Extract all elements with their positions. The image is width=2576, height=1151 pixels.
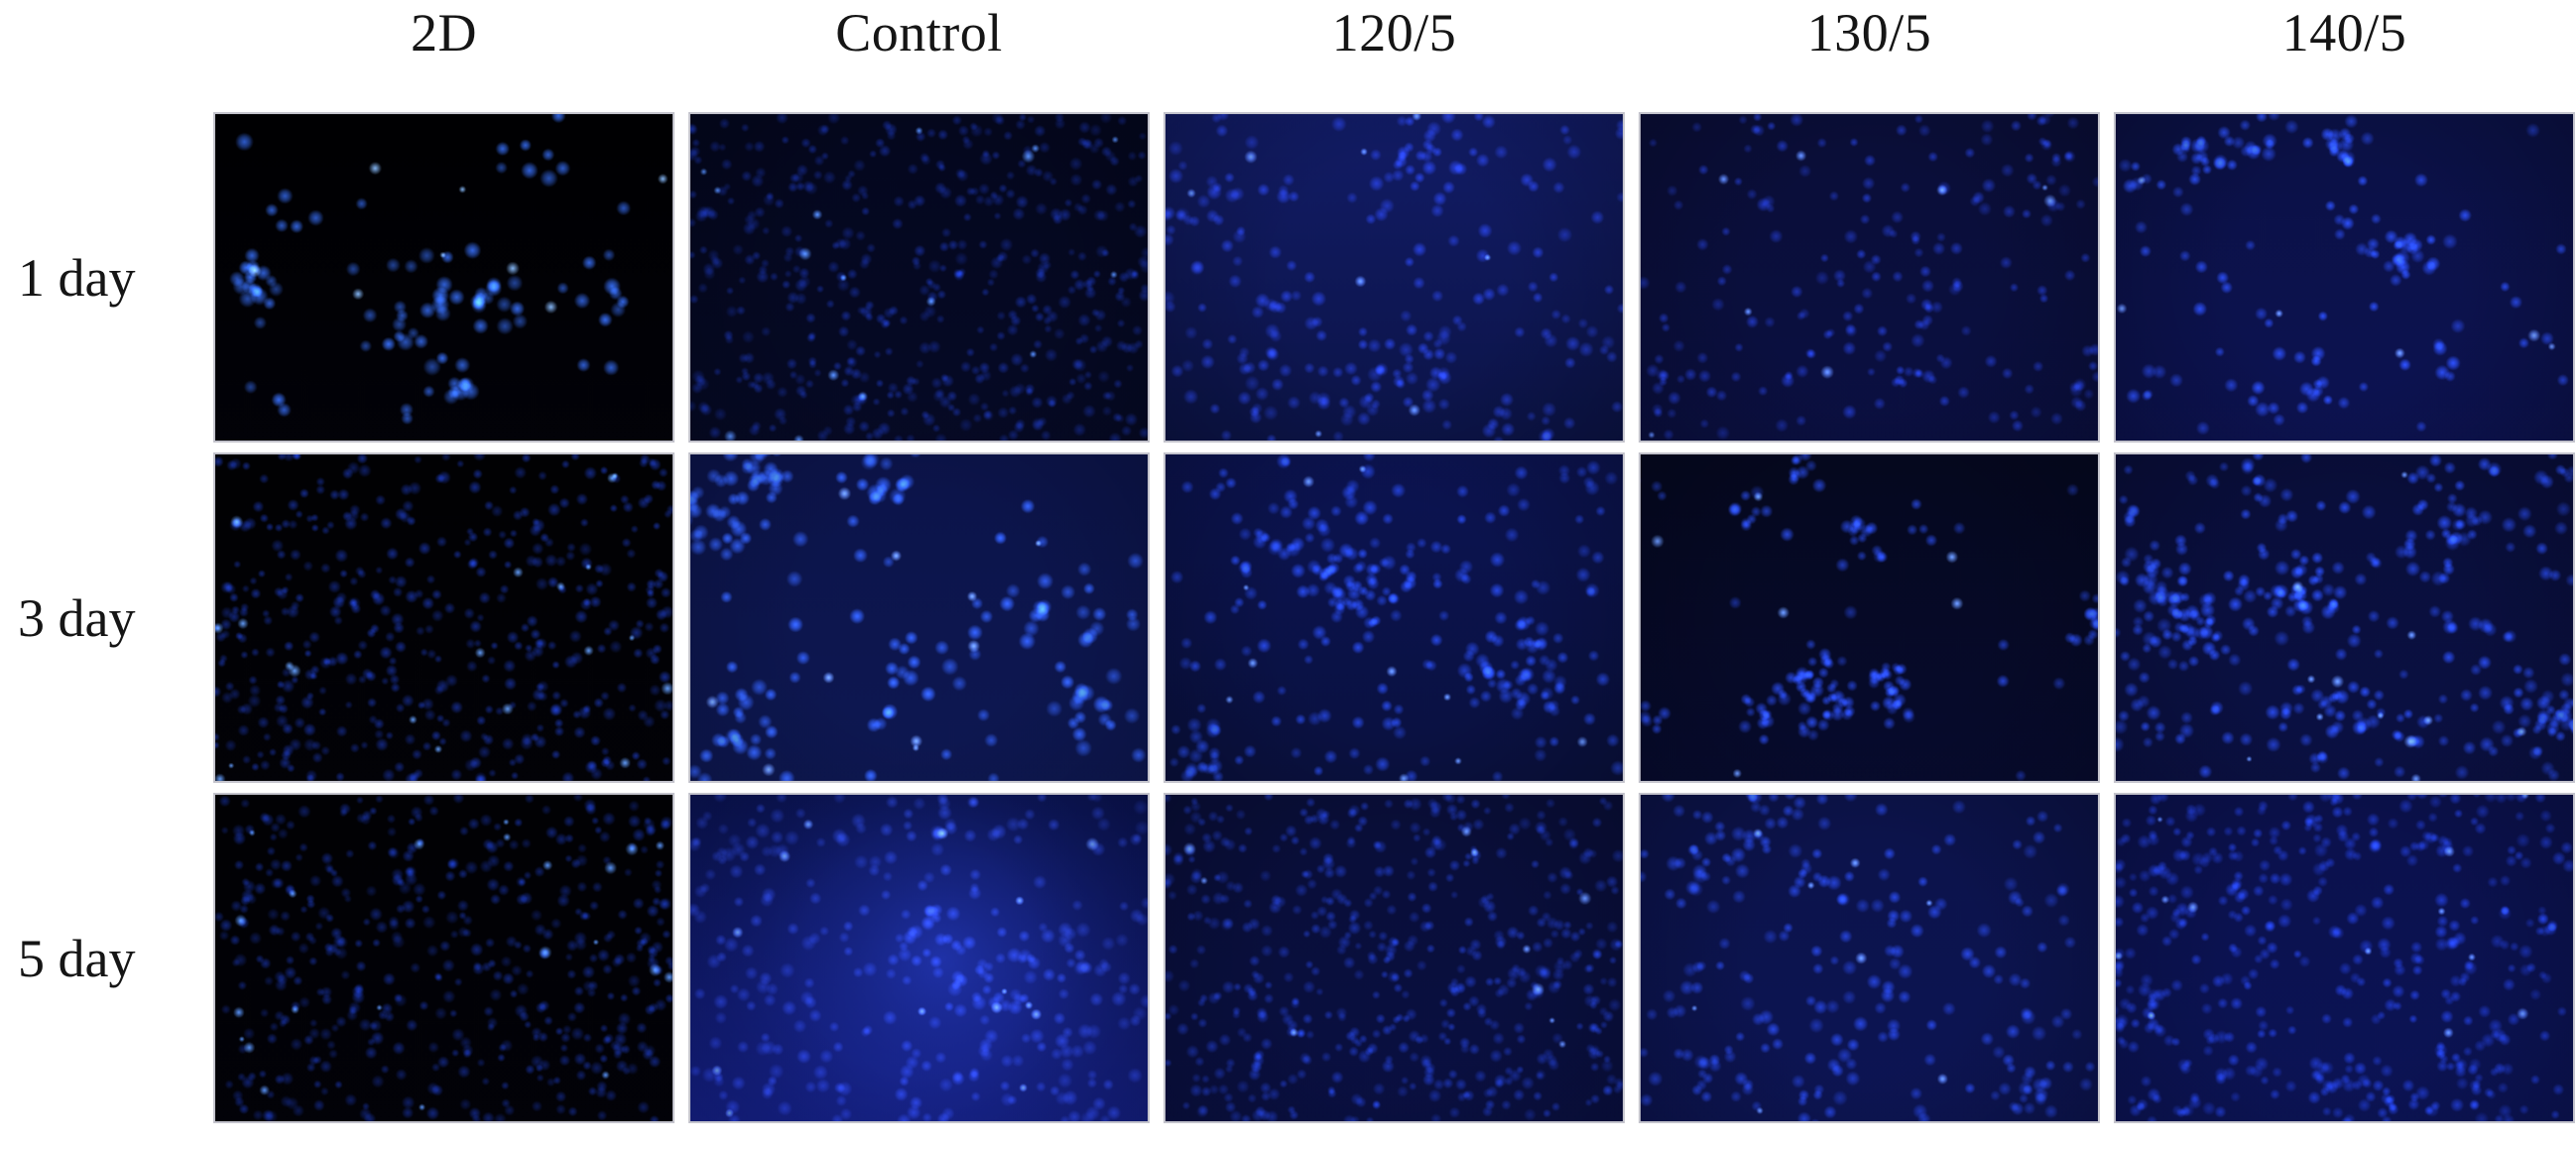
micrograph-panel-120-5-1-day: [1164, 112, 1625, 443]
fluorescence-image: [1165, 114, 1623, 441]
fluorescence-image: [1641, 114, 2098, 441]
micrograph-panel-140-5-3-day: [2114, 452, 2575, 783]
column-headers: 2D Control 120/5 130/5 140/5: [213, 0, 2575, 63]
column-header-120-5: 120/5: [1331, 3, 1457, 63]
row-labels: 1 day 3 day 5 day: [0, 112, 199, 1123]
micrograph-panel-Control-3-day: [688, 452, 1150, 783]
fluorescence-image: [690, 795, 1148, 1121]
fluorescence-image: [1165, 454, 1623, 781]
row-label-5-day: 5 day: [18, 928, 136, 988]
micrograph-panel-140-5-5-day: [2114, 793, 2575, 1123]
fluorescence-image: [2116, 454, 2573, 781]
micrograph-panel-2D-1-day: [213, 112, 675, 443]
micrograph-grid: [213, 112, 2575, 1123]
column-header-140-5: 140/5: [2281, 3, 2407, 63]
fluorescence-image: [215, 454, 673, 781]
micrograph-panel-2D-3-day: [213, 452, 675, 783]
column-header-130-5: 130/5: [1806, 3, 1932, 63]
micrograph-panel-Control-1-day: [688, 112, 1150, 443]
micrograph-panel-130-5-3-day: [1639, 452, 2100, 783]
fluorescence-image: [1641, 454, 2098, 781]
row-label-3-day: 3 day: [18, 587, 136, 648]
micrograph-panel-120-5-5-day: [1164, 793, 1625, 1123]
fluorescence-image: [690, 114, 1148, 441]
fluorescence-image: [1641, 795, 2098, 1121]
fluorescence-image: [1165, 795, 1623, 1121]
fluorescence-image: [215, 114, 673, 441]
micrograph-panel-130-5-5-day: [1639, 793, 2100, 1123]
fluorescence-image: [215, 795, 673, 1121]
micrograph-panel-130-5-1-day: [1639, 112, 2100, 443]
column-header-2d: 2D: [411, 3, 477, 63]
micrograph-panel-140-5-1-day: [2114, 112, 2575, 443]
column-header-control: Control: [835, 3, 1003, 63]
fluorescence-image: [2116, 795, 2573, 1121]
fluorescence-image: [2116, 114, 2573, 441]
micrograph-panel-2D-5-day: [213, 793, 675, 1123]
micrograph-panel-Control-5-day: [688, 793, 1150, 1123]
row-label-1-day: 1 day: [18, 247, 136, 308]
fluorescence-image: [690, 454, 1148, 781]
micrograph-panel-120-5-3-day: [1164, 452, 1625, 783]
